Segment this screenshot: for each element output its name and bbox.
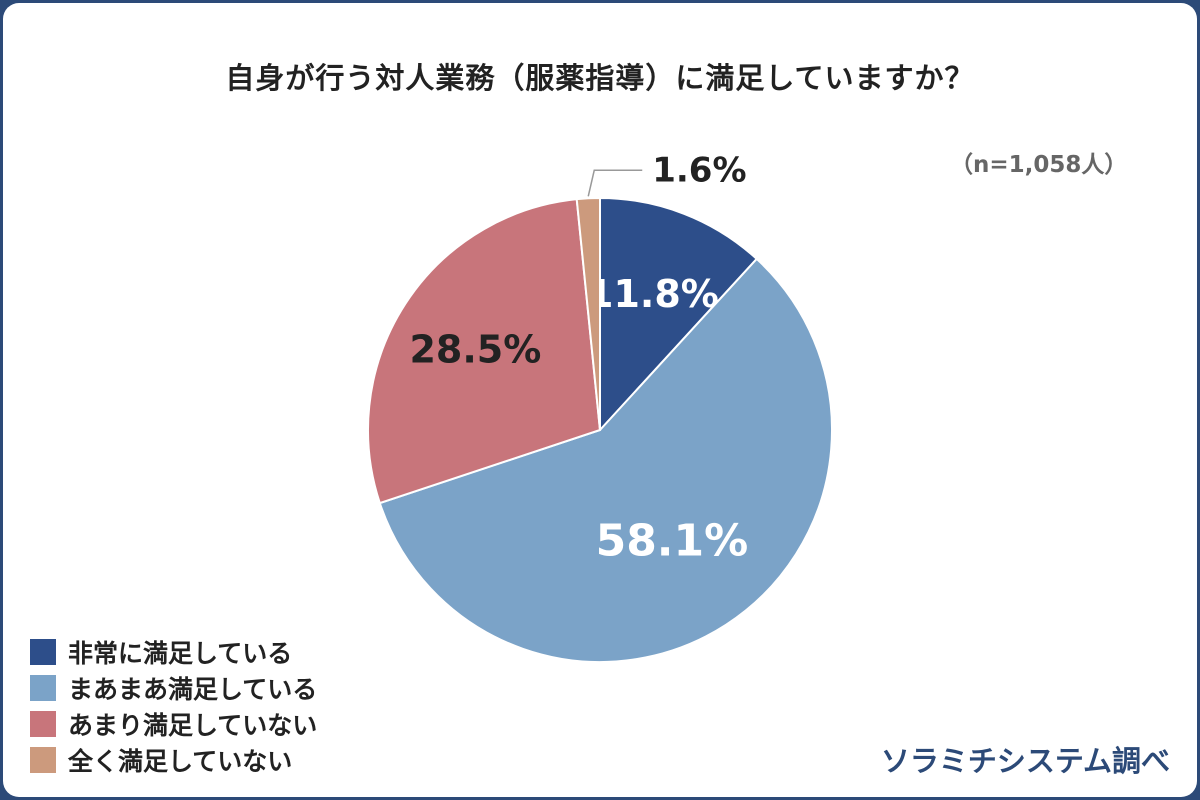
legend-label: 全く満足していない — [68, 747, 293, 776]
sample-size: （n=1,058人） — [950, 152, 1128, 178]
pie-slice — [599, 196, 759, 433]
legend-item: あまり満足していない — [30, 706, 317, 742]
legend-label: まあまあ満足している — [68, 675, 318, 704]
chart-title: 自身が行う対人業務（服薬指導）に満足していますか？ — [225, 61, 975, 95]
legend-swatch — [30, 639, 56, 665]
slice-label: 28.5% — [409, 327, 541, 371]
legend-label: あまり満足していない — [68, 711, 318, 740]
slice-label: 1.6% — [652, 150, 746, 190]
pie-slice — [367, 198, 602, 505]
legend-item: 全く満足していない — [30, 742, 317, 778]
slice-label: 58.1% — [596, 515, 749, 566]
slice-label: 11.8% — [587, 272, 719, 316]
legend-swatch — [30, 675, 56, 701]
legend-item: 非常に満足している — [30, 634, 317, 670]
source-credit: ソラミチシステム調べ — [880, 744, 1170, 778]
legend-swatch — [30, 747, 56, 773]
legend-label: 非常に満足している — [68, 639, 293, 668]
pie-slice — [575, 196, 601, 431]
legend: 非常に満足している まあまあ満足している あまり満足していない 全く満足していな… — [30, 634, 317, 778]
pie-slice — [378, 257, 833, 663]
leader-line — [587, 169, 643, 197]
legend-item: まあまあ満足している — [30, 670, 317, 706]
legend-swatch — [30, 711, 56, 737]
